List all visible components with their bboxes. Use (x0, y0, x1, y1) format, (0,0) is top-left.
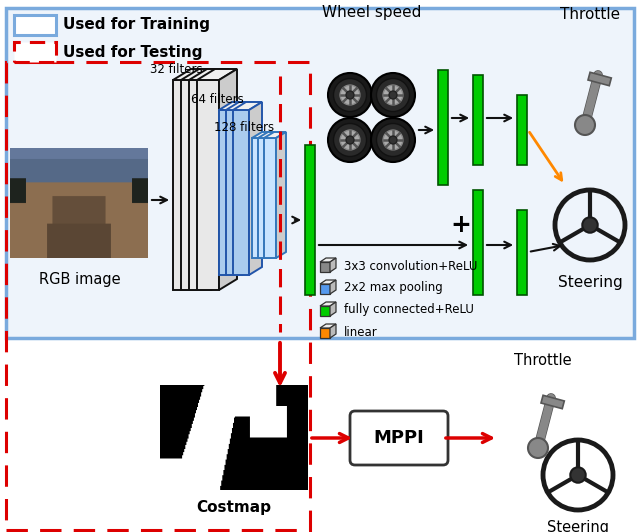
Polygon shape (189, 80, 211, 290)
Circle shape (328, 118, 372, 162)
Circle shape (333, 123, 367, 156)
Polygon shape (276, 132, 286, 258)
Bar (588, 72, 611, 86)
Circle shape (389, 91, 397, 99)
Circle shape (528, 438, 548, 458)
Bar (473, 75, 483, 165)
Text: Steering: Steering (557, 275, 622, 290)
Polygon shape (203, 69, 221, 290)
Text: linear: linear (344, 326, 378, 338)
Circle shape (333, 79, 367, 112)
Polygon shape (330, 324, 336, 338)
Circle shape (346, 136, 354, 144)
FancyBboxPatch shape (350, 411, 448, 465)
Circle shape (582, 217, 598, 232)
Polygon shape (242, 102, 255, 275)
Text: Wheel speed: Wheel speed (323, 5, 422, 20)
Polygon shape (330, 302, 336, 316)
Circle shape (389, 136, 397, 144)
Polygon shape (219, 110, 235, 275)
Text: Throttle: Throttle (560, 7, 620, 22)
Text: fully connected+ReLU: fully connected+ReLU (344, 303, 474, 317)
Circle shape (346, 91, 354, 99)
Polygon shape (320, 258, 336, 262)
Bar (438, 70, 448, 185)
Text: 2x2 max pooling: 2x2 max pooling (344, 281, 443, 295)
Bar (541, 395, 564, 409)
FancyBboxPatch shape (6, 8, 634, 338)
Polygon shape (219, 102, 248, 110)
Bar (517, 95, 527, 165)
Polygon shape (320, 280, 336, 284)
Circle shape (371, 118, 415, 162)
Polygon shape (252, 138, 264, 258)
Circle shape (575, 115, 595, 135)
Text: Used for Testing: Used for Testing (63, 45, 202, 60)
Polygon shape (181, 69, 221, 80)
Text: 3x3 convolution+ReLU: 3x3 convolution+ReLU (344, 260, 477, 272)
Bar (14, 42, 56, 62)
Polygon shape (258, 132, 280, 138)
Polygon shape (235, 102, 248, 275)
Polygon shape (211, 69, 229, 290)
Text: Throttle: Throttle (514, 353, 572, 368)
Polygon shape (252, 132, 274, 138)
Polygon shape (270, 132, 280, 258)
Polygon shape (249, 102, 262, 275)
Circle shape (328, 73, 372, 117)
Text: Steering: Steering (547, 520, 609, 532)
Text: Used for Training: Used for Training (63, 18, 210, 32)
Text: Costmap: Costmap (196, 500, 271, 515)
Bar (473, 190, 483, 295)
Text: +: + (451, 213, 472, 237)
Polygon shape (264, 132, 286, 138)
Polygon shape (233, 102, 262, 110)
Text: 128 filters: 128 filters (214, 121, 274, 134)
Text: MPPI: MPPI (374, 429, 424, 447)
Polygon shape (181, 80, 203, 290)
Polygon shape (233, 110, 249, 275)
Polygon shape (189, 69, 229, 80)
Polygon shape (219, 69, 237, 290)
Polygon shape (320, 324, 336, 328)
Polygon shape (264, 138, 276, 258)
Polygon shape (226, 102, 255, 110)
Bar (305, 145, 315, 295)
Circle shape (371, 73, 415, 117)
Circle shape (376, 79, 410, 112)
Bar (6, 62, 310, 530)
Polygon shape (330, 280, 336, 294)
Circle shape (570, 467, 586, 483)
Polygon shape (173, 69, 213, 80)
Bar (14, 15, 56, 35)
Polygon shape (173, 80, 195, 290)
Polygon shape (320, 306, 330, 316)
Circle shape (383, 85, 403, 105)
Circle shape (376, 123, 410, 156)
Polygon shape (195, 69, 213, 290)
Polygon shape (226, 110, 242, 275)
Circle shape (383, 130, 403, 150)
Polygon shape (320, 328, 330, 338)
Circle shape (340, 85, 360, 105)
Circle shape (340, 130, 360, 150)
Text: RGB image: RGB image (39, 272, 121, 287)
Polygon shape (320, 302, 336, 306)
Polygon shape (264, 132, 274, 258)
Polygon shape (330, 258, 336, 272)
Text: 64 filters: 64 filters (191, 93, 244, 106)
Polygon shape (197, 80, 219, 290)
Polygon shape (258, 138, 270, 258)
Bar (517, 210, 527, 295)
Text: 32 filters: 32 filters (150, 63, 203, 76)
Polygon shape (197, 69, 237, 80)
Polygon shape (320, 262, 330, 272)
Polygon shape (320, 284, 330, 294)
